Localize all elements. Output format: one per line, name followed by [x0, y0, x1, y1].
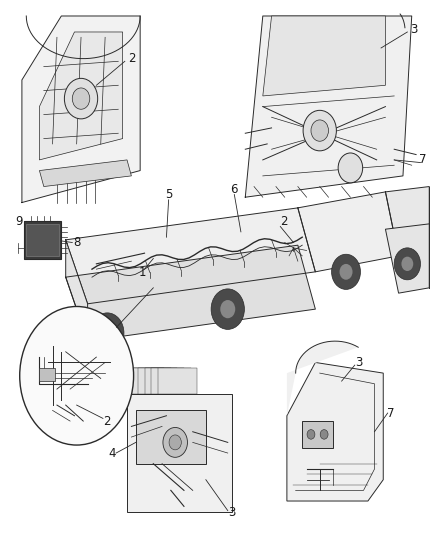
Circle shape: [169, 435, 181, 450]
Polygon shape: [118, 368, 158, 394]
Text: 2: 2: [103, 415, 111, 427]
Bar: [136, 410, 206, 464]
Circle shape: [163, 427, 187, 457]
Polygon shape: [39, 32, 123, 160]
Circle shape: [332, 254, 360, 289]
Polygon shape: [385, 187, 429, 256]
Polygon shape: [66, 208, 315, 304]
Text: 8: 8: [74, 236, 81, 249]
Text: 7: 7: [387, 407, 395, 419]
Circle shape: [307, 430, 315, 439]
Polygon shape: [66, 240, 88, 341]
Circle shape: [394, 248, 420, 280]
Text: 9: 9: [15, 215, 23, 228]
Polygon shape: [287, 341, 358, 416]
Polygon shape: [158, 368, 197, 394]
Text: 1: 1: [138, 266, 146, 279]
Text: 4: 4: [108, 447, 116, 459]
Circle shape: [320, 430, 328, 439]
Circle shape: [220, 300, 235, 318]
Polygon shape: [125, 368, 164, 394]
Polygon shape: [151, 368, 191, 394]
Bar: [39, 368, 55, 381]
Circle shape: [64, 78, 98, 119]
Text: 3: 3: [356, 356, 363, 369]
Circle shape: [72, 88, 90, 109]
Circle shape: [91, 313, 124, 353]
Circle shape: [20, 306, 134, 445]
Circle shape: [338, 153, 363, 183]
Circle shape: [211, 289, 244, 329]
Polygon shape: [39, 160, 131, 187]
Circle shape: [100, 324, 115, 342]
Polygon shape: [298, 192, 399, 272]
Circle shape: [401, 257, 413, 271]
Text: 3: 3: [229, 506, 236, 519]
Polygon shape: [138, 368, 177, 394]
Polygon shape: [127, 394, 232, 512]
Bar: [24, 221, 61, 259]
Bar: [26, 224, 59, 256]
Text: 3: 3: [410, 23, 417, 36]
Polygon shape: [263, 16, 385, 96]
Circle shape: [311, 120, 328, 141]
Circle shape: [303, 110, 336, 151]
Polygon shape: [385, 224, 429, 293]
Polygon shape: [22, 16, 140, 203]
Polygon shape: [245, 16, 412, 197]
Polygon shape: [131, 368, 171, 394]
Circle shape: [339, 264, 353, 280]
Text: 2: 2: [127, 52, 135, 65]
Text: 5: 5: [165, 188, 172, 201]
Text: 2: 2: [280, 215, 288, 228]
Polygon shape: [66, 245, 315, 341]
Text: 6: 6: [230, 183, 238, 196]
Polygon shape: [145, 368, 184, 394]
Text: 7: 7: [419, 154, 427, 166]
Bar: [302, 421, 333, 448]
Polygon shape: [287, 362, 383, 501]
